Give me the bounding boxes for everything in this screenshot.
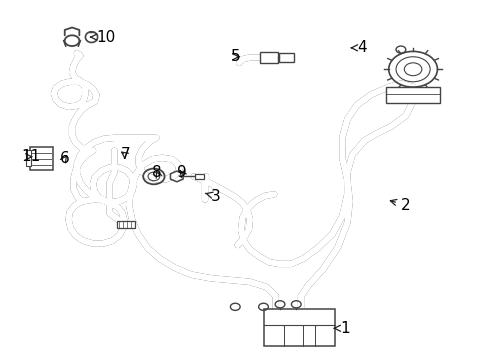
Bar: [196, 174, 204, 179]
Text: 7: 7: [121, 148, 130, 162]
Text: 3: 3: [205, 189, 221, 203]
Circle shape: [404, 63, 422, 76]
Text: 6: 6: [60, 151, 70, 166]
Text: 5: 5: [230, 49, 240, 64]
Text: 4: 4: [351, 40, 367, 55]
Bar: [26, 150, 30, 166]
Bar: [30, 147, 53, 170]
Text: 8: 8: [152, 165, 162, 180]
Bar: [279, 53, 294, 62]
Bar: [260, 52, 278, 63]
Text: 1: 1: [334, 321, 350, 336]
Bar: [386, 87, 440, 103]
Bar: [265, 309, 335, 346]
Text: 10: 10: [91, 30, 116, 45]
Text: 9: 9: [177, 165, 187, 180]
Text: 11: 11: [21, 149, 40, 164]
Text: 2: 2: [391, 198, 411, 212]
Bar: [117, 221, 135, 228]
